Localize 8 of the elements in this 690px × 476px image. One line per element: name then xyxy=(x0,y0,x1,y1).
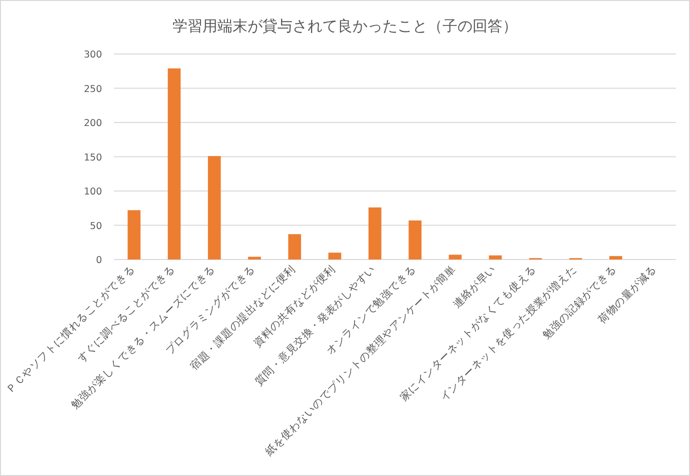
y-tick-label: 150 xyxy=(84,152,102,164)
y-tick-label: 0 xyxy=(96,255,102,266)
y-tick-label: 200 xyxy=(84,118,102,129)
title: 学習用端末が貸与されて良かったこと（子の回答） xyxy=(172,17,518,35)
y-tick-label: 250 xyxy=(84,84,102,95)
y-tick-label: 300 xyxy=(84,50,102,60)
y-tick-label: 50 xyxy=(90,220,102,232)
y-tick-label: 100 xyxy=(84,186,102,198)
